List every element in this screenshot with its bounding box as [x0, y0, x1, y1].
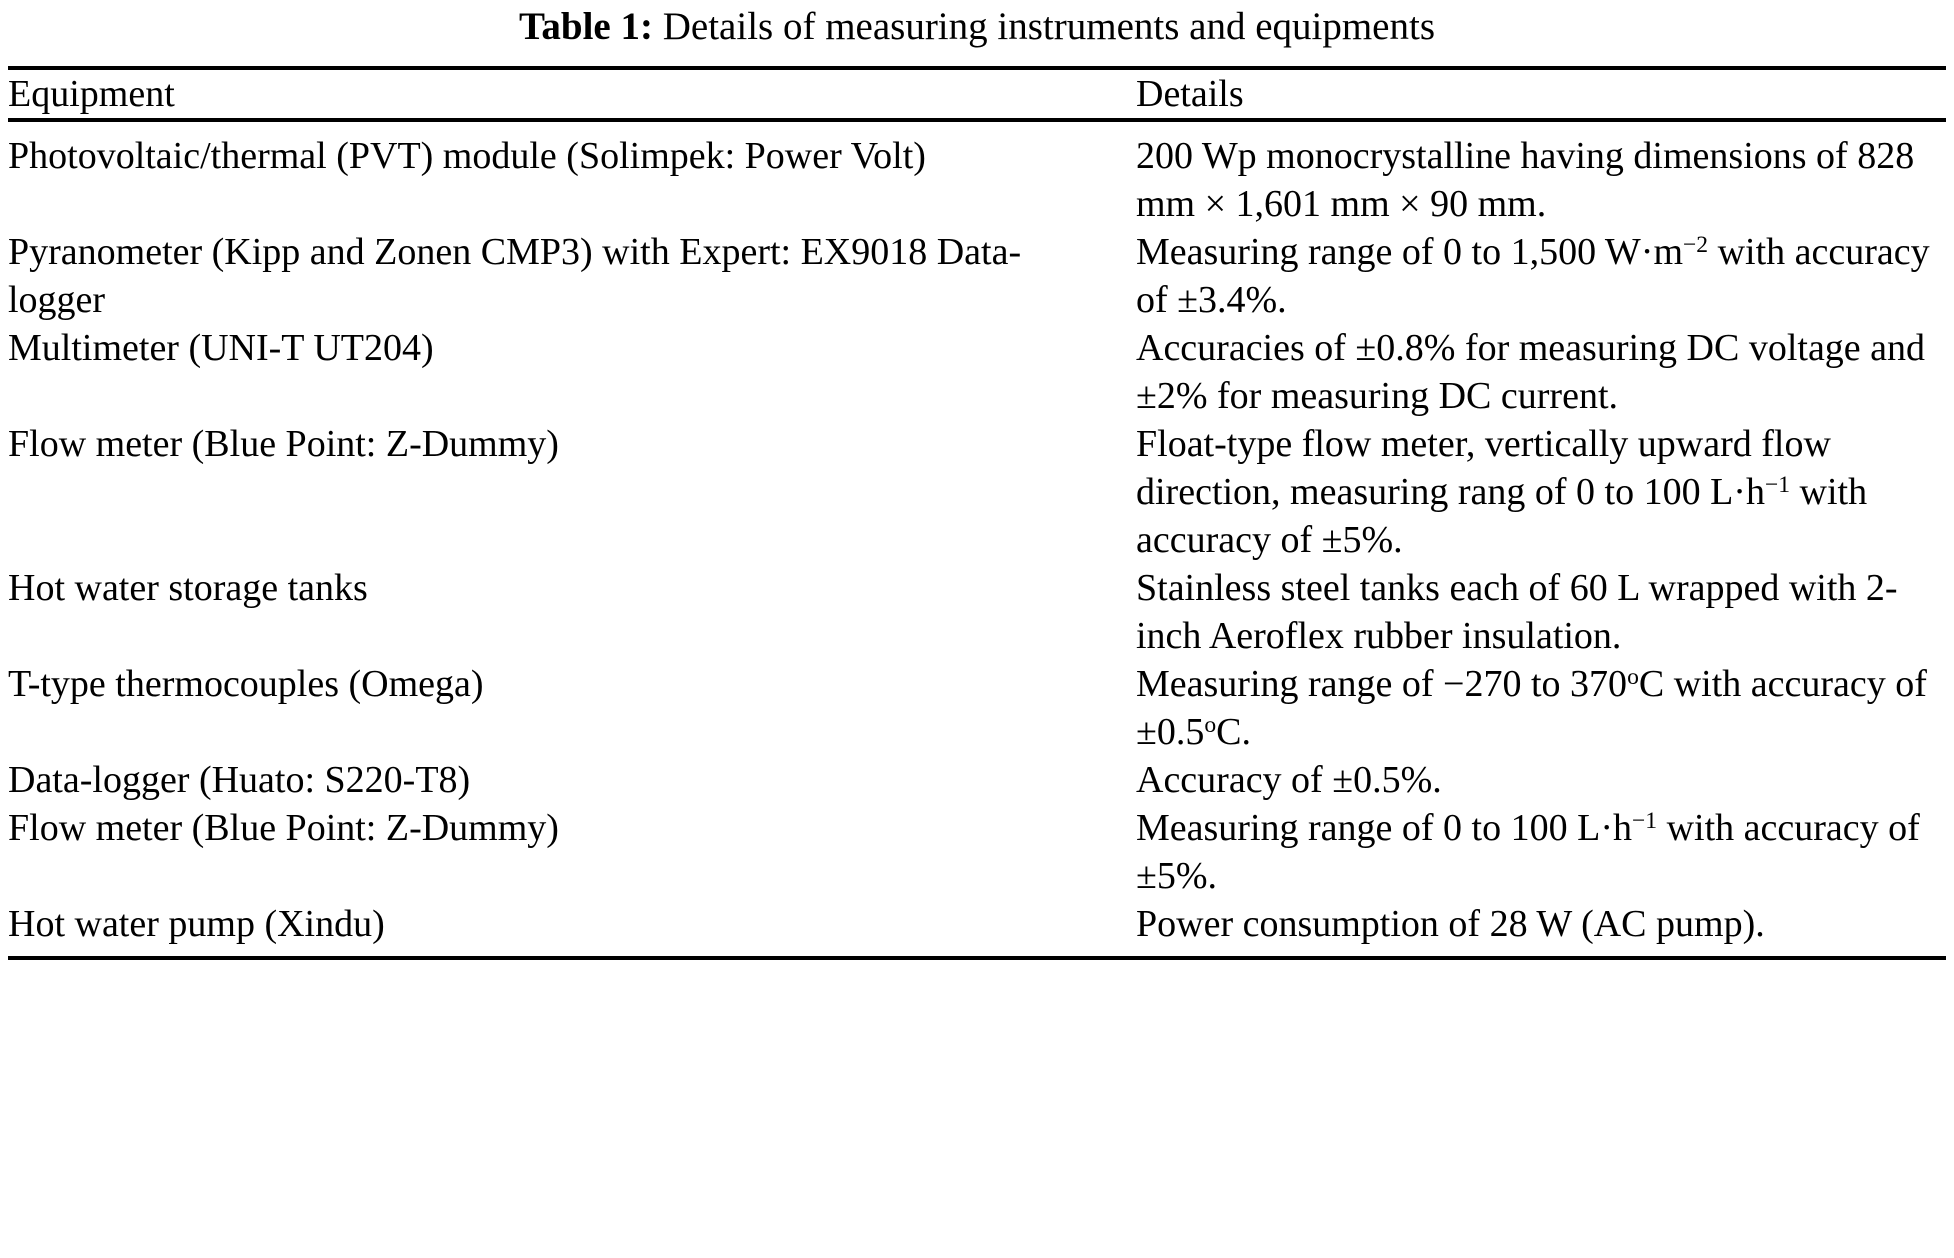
table-caption: Table 1: Details of measuring instrument…: [8, 0, 1946, 58]
cell-details: Measuring range of −270 to 370oC with ac…: [1136, 660, 1946, 756]
superscript-text: −2: [1683, 231, 1709, 258]
table-row: Flow meter (Blue Point: Z-Dummy) Float-ty…: [8, 420, 1946, 564]
detail-text: Measuring range of 0 to 100 L·h: [1136, 807, 1632, 849]
cell-equipment: Photovoltaic/thermal (PVT) module (Solim…: [8, 135, 926, 177]
detail-text: Measuring range of 0 to 1,500 W·m: [1136, 231, 1684, 273]
cell-equipment: Pyranometer (Kipp and Zonen CMP3) with E…: [8, 231, 1022, 321]
detail-text: 200 Wp monocrystalline having dimensions…: [1136, 135, 1915, 225]
detail-text: with accuracy of ±5%.: [1136, 471, 1868, 561]
column-header-equipment: Equipment: [8, 73, 175, 115]
table-row: Pyranometer (Kipp and Zonen CMP3) with E…: [8, 228, 1946, 324]
instruments-table: Equipment Details: [8, 70, 1946, 118]
cell-equipment: Hot water pump (Xindu): [8, 903, 385, 945]
table-row: Photovoltaic/thermal (PVT) module (Solim…: [8, 122, 1946, 228]
table-header-rule: [8, 118, 1946, 122]
cell-equipment: Flow meter (Blue Point: Z-Dummy): [8, 423, 559, 465]
column-header-details: Details: [1136, 73, 1244, 115]
table-row: Hot water pump (Xindu) Power consumption …: [8, 900, 1946, 956]
cell-details: Power consumption of 28 W (AC pump).: [1136, 900, 1946, 956]
cell-details: Stainless steel tanks each of 60 L wrapp…: [1136, 564, 1946, 660]
cell-details: Measuring range of 0 to 1,500 W·m−2 with…: [1136, 228, 1946, 324]
cell-equipment: Multimeter (UNI-T UT204): [8, 327, 434, 369]
detail-text: C with accuracy of ±0.5: [1136, 663, 1927, 753]
detail-text: C.: [1216, 711, 1251, 753]
table-body: Photovoltaic/thermal (PVT) module (Solim…: [8, 122, 1946, 956]
table-caption-text: Details of measuring instruments and equ…: [662, 5, 1436, 48]
cell-details: 200 Wp monocrystalline having dimensions…: [1136, 122, 1946, 228]
superscript-text: −1: [1764, 471, 1791, 498]
cell-equipment: T-type thermocouples (Omega): [8, 663, 484, 705]
detail-text: Stainless steel tanks each of 60 L wrapp…: [1136, 567, 1898, 657]
table-row: T-type thermocouples (Omega) Measuring ra…: [8, 660, 1946, 756]
table-caption-label: Table 1:: [518, 5, 653, 48]
table-row: Multimeter (UNI-T UT204) Accuracies of ±0…: [8, 324, 1946, 420]
cell-details: Accuracies of ±0.8% for measuring DC vol…: [1136, 324, 1946, 420]
superscript-text: −1: [1632, 807, 1658, 834]
superscript-text: o: [1204, 711, 1217, 738]
detail-text: Power consumption of 28 W (AC pump).: [1136, 903, 1765, 945]
cell-details: Measuring range of 0 to 100 L·h−1 with a…: [1136, 804, 1946, 900]
cell-equipment: Flow meter (Blue Point: Z-Dummy): [8, 807, 559, 849]
table-row: Flow meter (Blue Point: Z-Dummy) Measurin…: [8, 804, 1946, 900]
detail-text: Accuracies of ±0.8% for measuring DC vol…: [1136, 327, 1926, 417]
detail-text: with accuracy of ±3.4%.: [1136, 231, 1930, 321]
table-bottom-rule: [8, 956, 1946, 960]
detail-text: with accuracy of ±5%.: [1136, 807, 1920, 897]
cell-equipment: Hot water storage tanks: [8, 567, 368, 609]
cell-details: Float-type flow meter, vertically upward…: [1136, 420, 1946, 564]
table-header: Equipment Details: [8, 70, 1946, 118]
table-top-rule: [8, 66, 1946, 70]
detail-text: Float-type flow meter, vertically upward…: [1136, 423, 1831, 513]
detail-text: Measuring range of −270 to 370: [1136, 663, 1628, 705]
table-header-row: Equipment Details: [8, 70, 1946, 118]
cell-equipment: Data-logger (Huato: S220-T8): [8, 759, 471, 801]
detail-text: Accuracy of ±0.5%.: [1136, 759, 1442, 801]
cell-details: Accuracy of ±0.5%.: [1136, 756, 1946, 804]
instruments-table-body: Photovoltaic/thermal (PVT) module (Solim…: [8, 122, 1946, 956]
table-row: Data-logger (Huato: S220-T8) Accuracy of …: [8, 756, 1946, 804]
table-row: Hot water storage tanks Stainless steel t…: [8, 564, 1946, 660]
superscript-text: o: [1627, 663, 1639, 690]
